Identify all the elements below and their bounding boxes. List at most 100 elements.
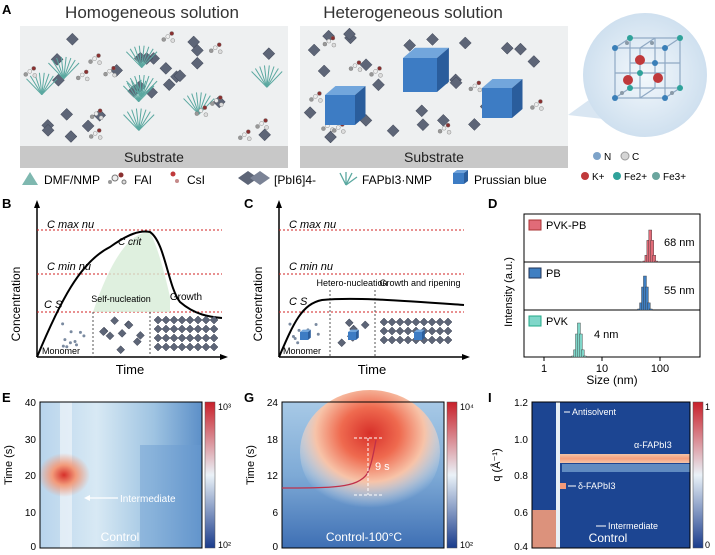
panel-a-letter: A (2, 2, 12, 17)
growth-octahedron (162, 325, 170, 333)
panel-i-ytick-1-2: 1.2 (514, 398, 528, 409)
atom-fe3-label: Fe3+ (663, 172, 686, 183)
pb-size-label: 55 nm (664, 285, 695, 297)
ripening-octahedron (380, 327, 388, 335)
panel-i-letter: I (488, 390, 492, 405)
atom-k-label: K+ (592, 172, 605, 183)
monomer-dot (61, 322, 64, 325)
prussian-blue-cube (403, 48, 449, 92)
hetero-octahedron (345, 319, 353, 327)
panel-e-intermediate-label: Intermediate (120, 494, 176, 505)
growth-octahedron (154, 343, 162, 351)
pb-legend: PB (546, 268, 561, 280)
crystal-atom-legend: N C K+ Fe2+ Fe3+ (581, 152, 686, 183)
panel-i-delta-label: δ-FAPbI3 (578, 481, 616, 491)
panel-i-ytick-0-6: 0.6 (514, 508, 528, 519)
panel-a-title-left: Homogeneous solution (65, 3, 239, 22)
growth-octahedron (178, 343, 186, 351)
growth-octahedron (162, 334, 170, 342)
prussian-blue-cube (482, 79, 523, 118)
legend-fapbi3-nmp: FAPbI3·NMP (362, 173, 432, 187)
panel-i-antisolvent-line (556, 402, 560, 548)
growth-octahedron (154, 325, 162, 333)
monomer-dot (298, 329, 301, 332)
ripening-octahedron (396, 336, 404, 344)
growth-octahedron (186, 343, 194, 351)
c-atom-icon (621, 152, 629, 160)
panel-b-monomer-label: Monomer (42, 346, 80, 356)
nucleus-octahedron (125, 321, 133, 329)
panel-d: D Intensity (a.u.) PVK-PB PB PVK 68 nm 5… (484, 192, 715, 387)
nucleus-octahedron (111, 317, 119, 325)
growth-octahedron (170, 343, 178, 351)
pvk-legend: PVK (546, 316, 569, 328)
panel-c-hetero-nucleation-label: Hetero-nucleation (316, 278, 387, 288)
growth-octahedron (194, 343, 202, 351)
panel-i-delta-spot (560, 483, 566, 489)
ripening-octahedron (412, 318, 420, 326)
monomer-dot (63, 338, 66, 341)
fapbi3-nmp-icon (340, 172, 357, 185)
growth-octahedron (154, 316, 162, 324)
panel-c-xlabel: Time (358, 362, 386, 377)
ripening-octahedron (436, 336, 444, 344)
monomer-dot (65, 345, 68, 348)
legend-pbi6: [PbI6]4- (274, 173, 316, 187)
monomer-dot (317, 333, 320, 336)
panel-e-colorbar (205, 402, 215, 548)
growth-octahedron (178, 325, 186, 333)
panel-i-caption: Control (589, 531, 628, 545)
monomer-dot (315, 323, 318, 326)
panel-g-letter: G (244, 390, 254, 405)
panel-c: C Concentration C max nu C min nu C S He… (242, 192, 482, 387)
panel-b-ylabel: Concentration (9, 267, 23, 342)
growth-octahedron (186, 334, 194, 342)
panel-i-alpha-label: α-FAPbI3 (634, 440, 672, 450)
panel-i-figure: I q (Å⁻¹) 1.2 1.0 0.8 0.6 0.4 Antisolven… (484, 390, 715, 550)
panel-e-ytick-0: 0 (30, 542, 36, 550)
growth-octahedron (202, 325, 210, 333)
ripening-octahedron (380, 336, 388, 344)
panel-g-cbar-bottom: 10² (460, 540, 473, 550)
n-atom-icon (593, 152, 601, 160)
prussian-blue-seed (414, 330, 425, 340)
fe2-ion-icon (613, 172, 621, 180)
panel-i-colorbar (693, 402, 703, 548)
panel-e-y-ticks: 40 30 20 10 0 (25, 398, 37, 550)
ripening-octahedron (436, 327, 444, 335)
growth-octahedron (210, 334, 218, 342)
monomer-dot (74, 340, 77, 343)
ripening-octahedron (388, 327, 396, 335)
panel-e-figure: E Time (s) 40 30 20 10 0 Intermediate Co… (0, 390, 240, 550)
panel-b-x-arrow (220, 354, 228, 360)
growth-octahedron (186, 316, 194, 324)
growth-octahedron (170, 325, 178, 333)
pvk-size-label: 4 nm (594, 329, 618, 341)
panel-d-ylabel: Intensity (a.u.) (503, 257, 515, 327)
panel-d-xtick-1: 1 (541, 363, 547, 375)
panel-i: I q (Å⁻¹) 1.2 1.0 0.8 0.6 0.4 Antisolven… (484, 390, 715, 550)
panel-c-figure: C Concentration C max nu C min nu C S He… (242, 192, 482, 387)
growth-octahedron (202, 334, 210, 342)
csi-icon (171, 172, 180, 184)
growth-octahedron (178, 316, 186, 324)
ripening-octahedron (404, 318, 412, 326)
growth-octahedron (162, 343, 170, 351)
panel-b-y-arrow (34, 200, 40, 208)
panel-g-y-ticks: 24 18 12 6 0 (267, 398, 279, 550)
panel-c-ylabel: Concentration (251, 267, 265, 342)
crystal-sphere (583, 13, 707, 137)
pb-swatch (529, 268, 541, 278)
panel-c-cs-label: C S (289, 296, 308, 308)
growth-octahedron (162, 316, 170, 324)
prussian-blue-seed (348, 330, 359, 340)
monomer-dot (79, 331, 82, 334)
panel-c-letter: C (244, 196, 254, 211)
panel-i-cbar-top: 1 (705, 402, 710, 412)
growth-octahedron (170, 316, 178, 324)
hetero-octahedron (361, 321, 369, 329)
growth-octahedron (186, 325, 194, 333)
panel-i-cbar-bottom: 0 (705, 540, 710, 550)
panel-b-ccrit-label: C crit (118, 237, 143, 248)
panel-g-ylabel: Time (s) (245, 445, 257, 485)
